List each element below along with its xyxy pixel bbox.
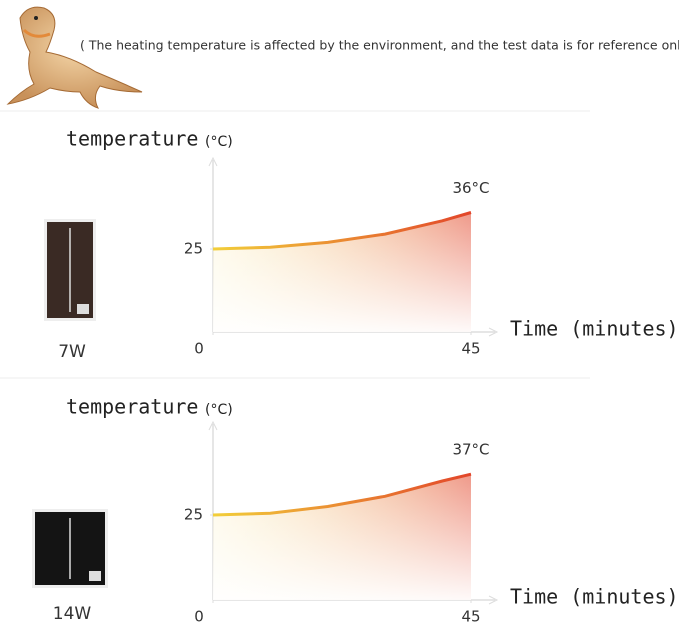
product-tag (89, 571, 101, 581)
product-label: 14W (53, 604, 92, 624)
value-label: 36°C (452, 179, 489, 197)
x-tick-label: 45 (461, 608, 480, 624)
line (212, 472, 472, 517)
x-axis-arrow (488, 327, 499, 337)
y-axis-label: temperature (66, 127, 198, 151)
value-label: 37°C (452, 441, 489, 459)
x-axis-label: Time (minutes) (510, 585, 679, 609)
y-axis-unit: (°C) (205, 402, 233, 418)
x-tick-label: 0 (194, 340, 204, 358)
y-tick-label: 25 (184, 506, 203, 524)
disclaimer-note: ( The heating temperature is affected by… (80, 38, 679, 53)
line (212, 211, 472, 251)
x-tick-label: 45 (461, 340, 480, 358)
product-tag (77, 304, 89, 314)
y-axis-unit: (°C) (205, 134, 233, 150)
y-axis-arrow (208, 156, 218, 167)
x-tick-label: 0 (194, 608, 204, 624)
y-tick-label: 25 (184, 240, 203, 258)
area-fade (213, 212, 471, 332)
lizard-illustration (6, 6, 143, 109)
product-label: 7W (58, 342, 86, 362)
y-axis-arrow (208, 420, 218, 431)
x-axis-arrow (488, 595, 499, 605)
y-axis-label: temperature (66, 395, 198, 419)
area-fade (213, 474, 471, 600)
x-axis-label: Time (minutes) (510, 317, 679, 341)
